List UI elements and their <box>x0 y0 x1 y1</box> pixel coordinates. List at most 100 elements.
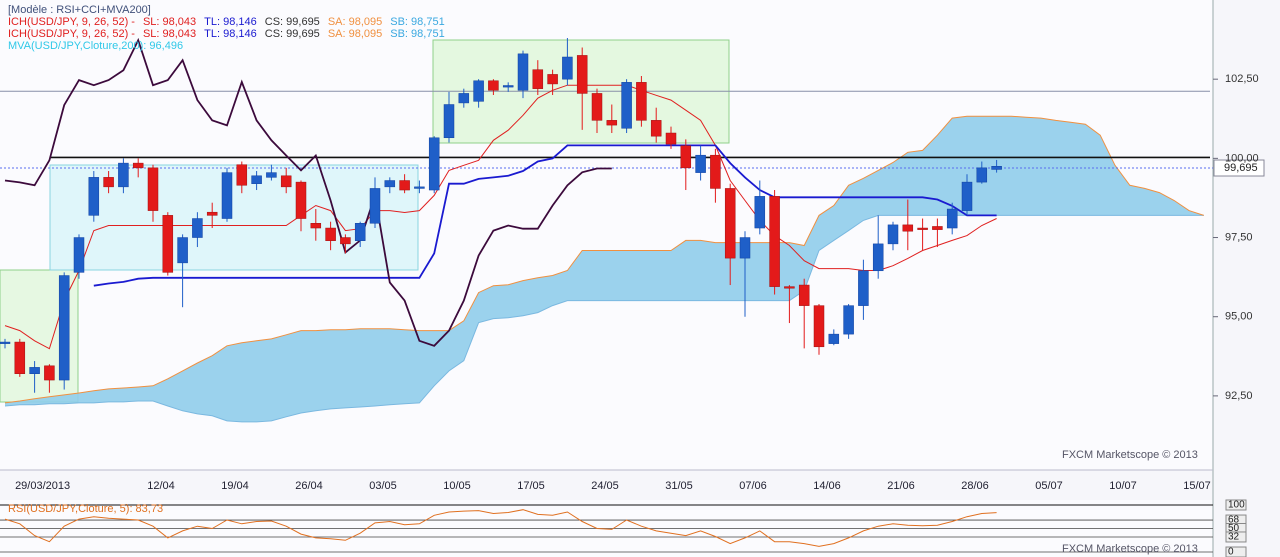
y-tick-label: 50 <box>1228 523 1240 534</box>
candle-body <box>177 237 188 264</box>
y-tick-label: 100 <box>1228 500 1245 511</box>
candle-body <box>325 227 336 241</box>
legend-item: SB: 98,751 <box>390 16 444 28</box>
x-tick-label: 10/07 <box>1109 480 1137 492</box>
candle-body <box>887 224 899 245</box>
rsi-line <box>4 509 997 547</box>
span-b <box>4 214 1204 423</box>
candle-body <box>591 93 603 121</box>
legend-line: MVA(USD/JPY,Cloture,200): 96,496 <box>8 40 183 52</box>
candle-body <box>428 137 440 191</box>
candle-body <box>206 211 218 216</box>
candle-body <box>872 243 884 272</box>
y-tick-label: 100,00 <box>1225 152 1259 164</box>
y-tick-label: 97,50 <box>1225 231 1253 243</box>
candle-body <box>547 74 558 85</box>
candle-body <box>813 305 825 348</box>
legend-line: ICH(USD/JPY, 9, 26, 52) - SL: 98,043 TL: 9… <box>8 16 445 28</box>
span-a <box>4 115 1204 404</box>
y-tick-label: 68 <box>1228 515 1240 526</box>
candle-body <box>650 120 662 137</box>
x-tick-label: 05/07 <box>1035 480 1063 492</box>
candle-body <box>488 80 499 91</box>
candle-body <box>621 82 632 129</box>
candle-body <box>961 181 973 211</box>
legend-item: SL: 98,043 <box>143 28 196 40</box>
candle-body <box>221 172 233 219</box>
candle-body <box>946 208 958 229</box>
x-tick-label: 15/07 <box>1183 480 1211 492</box>
x-tick-label: 14/06 <box>813 480 841 492</box>
candle-body <box>73 237 85 273</box>
candle-body <box>280 175 292 188</box>
legend-item: [Modèle : RSI+CCI+MVA200] <box>8 4 151 16</box>
legend-item: ICH(USD/JPY, 9, 26, 52) - <box>8 16 135 28</box>
candle-body <box>665 132 677 145</box>
legend-item: TL: 98,146 <box>204 28 257 40</box>
candle-body <box>399 180 410 191</box>
candle-body <box>532 69 544 89</box>
candle-body <box>502 85 514 88</box>
x-tick-label: 17/05 <box>517 480 545 492</box>
x-tick-label: 03/05 <box>369 480 397 492</box>
candle-body <box>58 275 70 381</box>
x-tick-label: 12/04 <box>147 480 175 492</box>
x-tick-label: 19/04 <box>221 480 249 492</box>
candle-body <box>991 166 1002 170</box>
legend-item: CS: 99,695 <box>265 28 320 40</box>
rsi-title: RSI(USD/JPY,Cloture, 5): 83,73 <box>8 503 163 515</box>
candle-body <box>118 162 129 188</box>
candle-body <box>443 104 455 139</box>
candle-body <box>29 367 40 374</box>
candle-body <box>798 284 810 306</box>
candle-body <box>932 226 943 230</box>
candle-body <box>754 196 766 229</box>
indicator-line <box>93 144 997 287</box>
candle-body <box>295 181 307 219</box>
x-tick-label: 26/04 <box>295 480 323 492</box>
legend-item: CS: 99,695 <box>265 16 320 28</box>
tick-box <box>1225 546 1247 557</box>
candle-body <box>517 53 529 91</box>
candle-body <box>266 172 277 178</box>
candle-body <box>88 177 100 216</box>
candle-body <box>739 237 751 259</box>
watermark: FXCM Marketscope © 2013 <box>1062 449 1198 461</box>
price-box <box>1213 159 1265 177</box>
candle-body <box>251 175 262 184</box>
x-tick-label: 07/06 <box>739 480 767 492</box>
legend-item: SB: 98,751 <box>390 28 444 40</box>
candle-body <box>724 188 736 259</box>
candle-body <box>917 227 928 230</box>
candle-body <box>147 167 159 211</box>
candle-body <box>576 55 588 94</box>
candle-body <box>44 365 55 381</box>
candle-body <box>606 120 618 126</box>
legend-item: SA: 98,095 <box>328 16 382 28</box>
candle-body <box>0 341 11 344</box>
candle-body <box>710 154 721 189</box>
candle-body <box>843 305 854 335</box>
y-tick-label: 0 <box>1228 547 1234 557</box>
candle-body <box>369 188 381 224</box>
candle-body <box>310 223 322 229</box>
y-tick-label: 102,50 <box>1225 73 1259 85</box>
y-tick-label: 92,50 <box>1225 390 1253 402</box>
candle-body <box>784 286 795 289</box>
legend-line: ICH(USD/JPY, 9, 26, 52) - SL: 98,043 TL: 9… <box>8 28 445 40</box>
candle-body <box>680 145 692 169</box>
legend-item: TL: 98,146 <box>204 16 257 28</box>
candle-body <box>236 164 248 186</box>
candle-body <box>858 270 869 306</box>
candle-body <box>828 333 840 344</box>
legend-item: ICH(USD/JPY, 9, 26, 52) - <box>8 28 135 40</box>
legend-item: SL: 98,043 <box>143 16 196 28</box>
legend-line: [Modèle : RSI+CCI+MVA200] <box>8 4 151 16</box>
legend-item: MVA(USD/JPY,Cloture,200): 96,496 <box>8 40 183 52</box>
candle-body <box>473 80 484 102</box>
candle-body <box>384 180 396 188</box>
candle-body <box>562 56 573 80</box>
x-tick-label: 10/05 <box>443 480 471 492</box>
